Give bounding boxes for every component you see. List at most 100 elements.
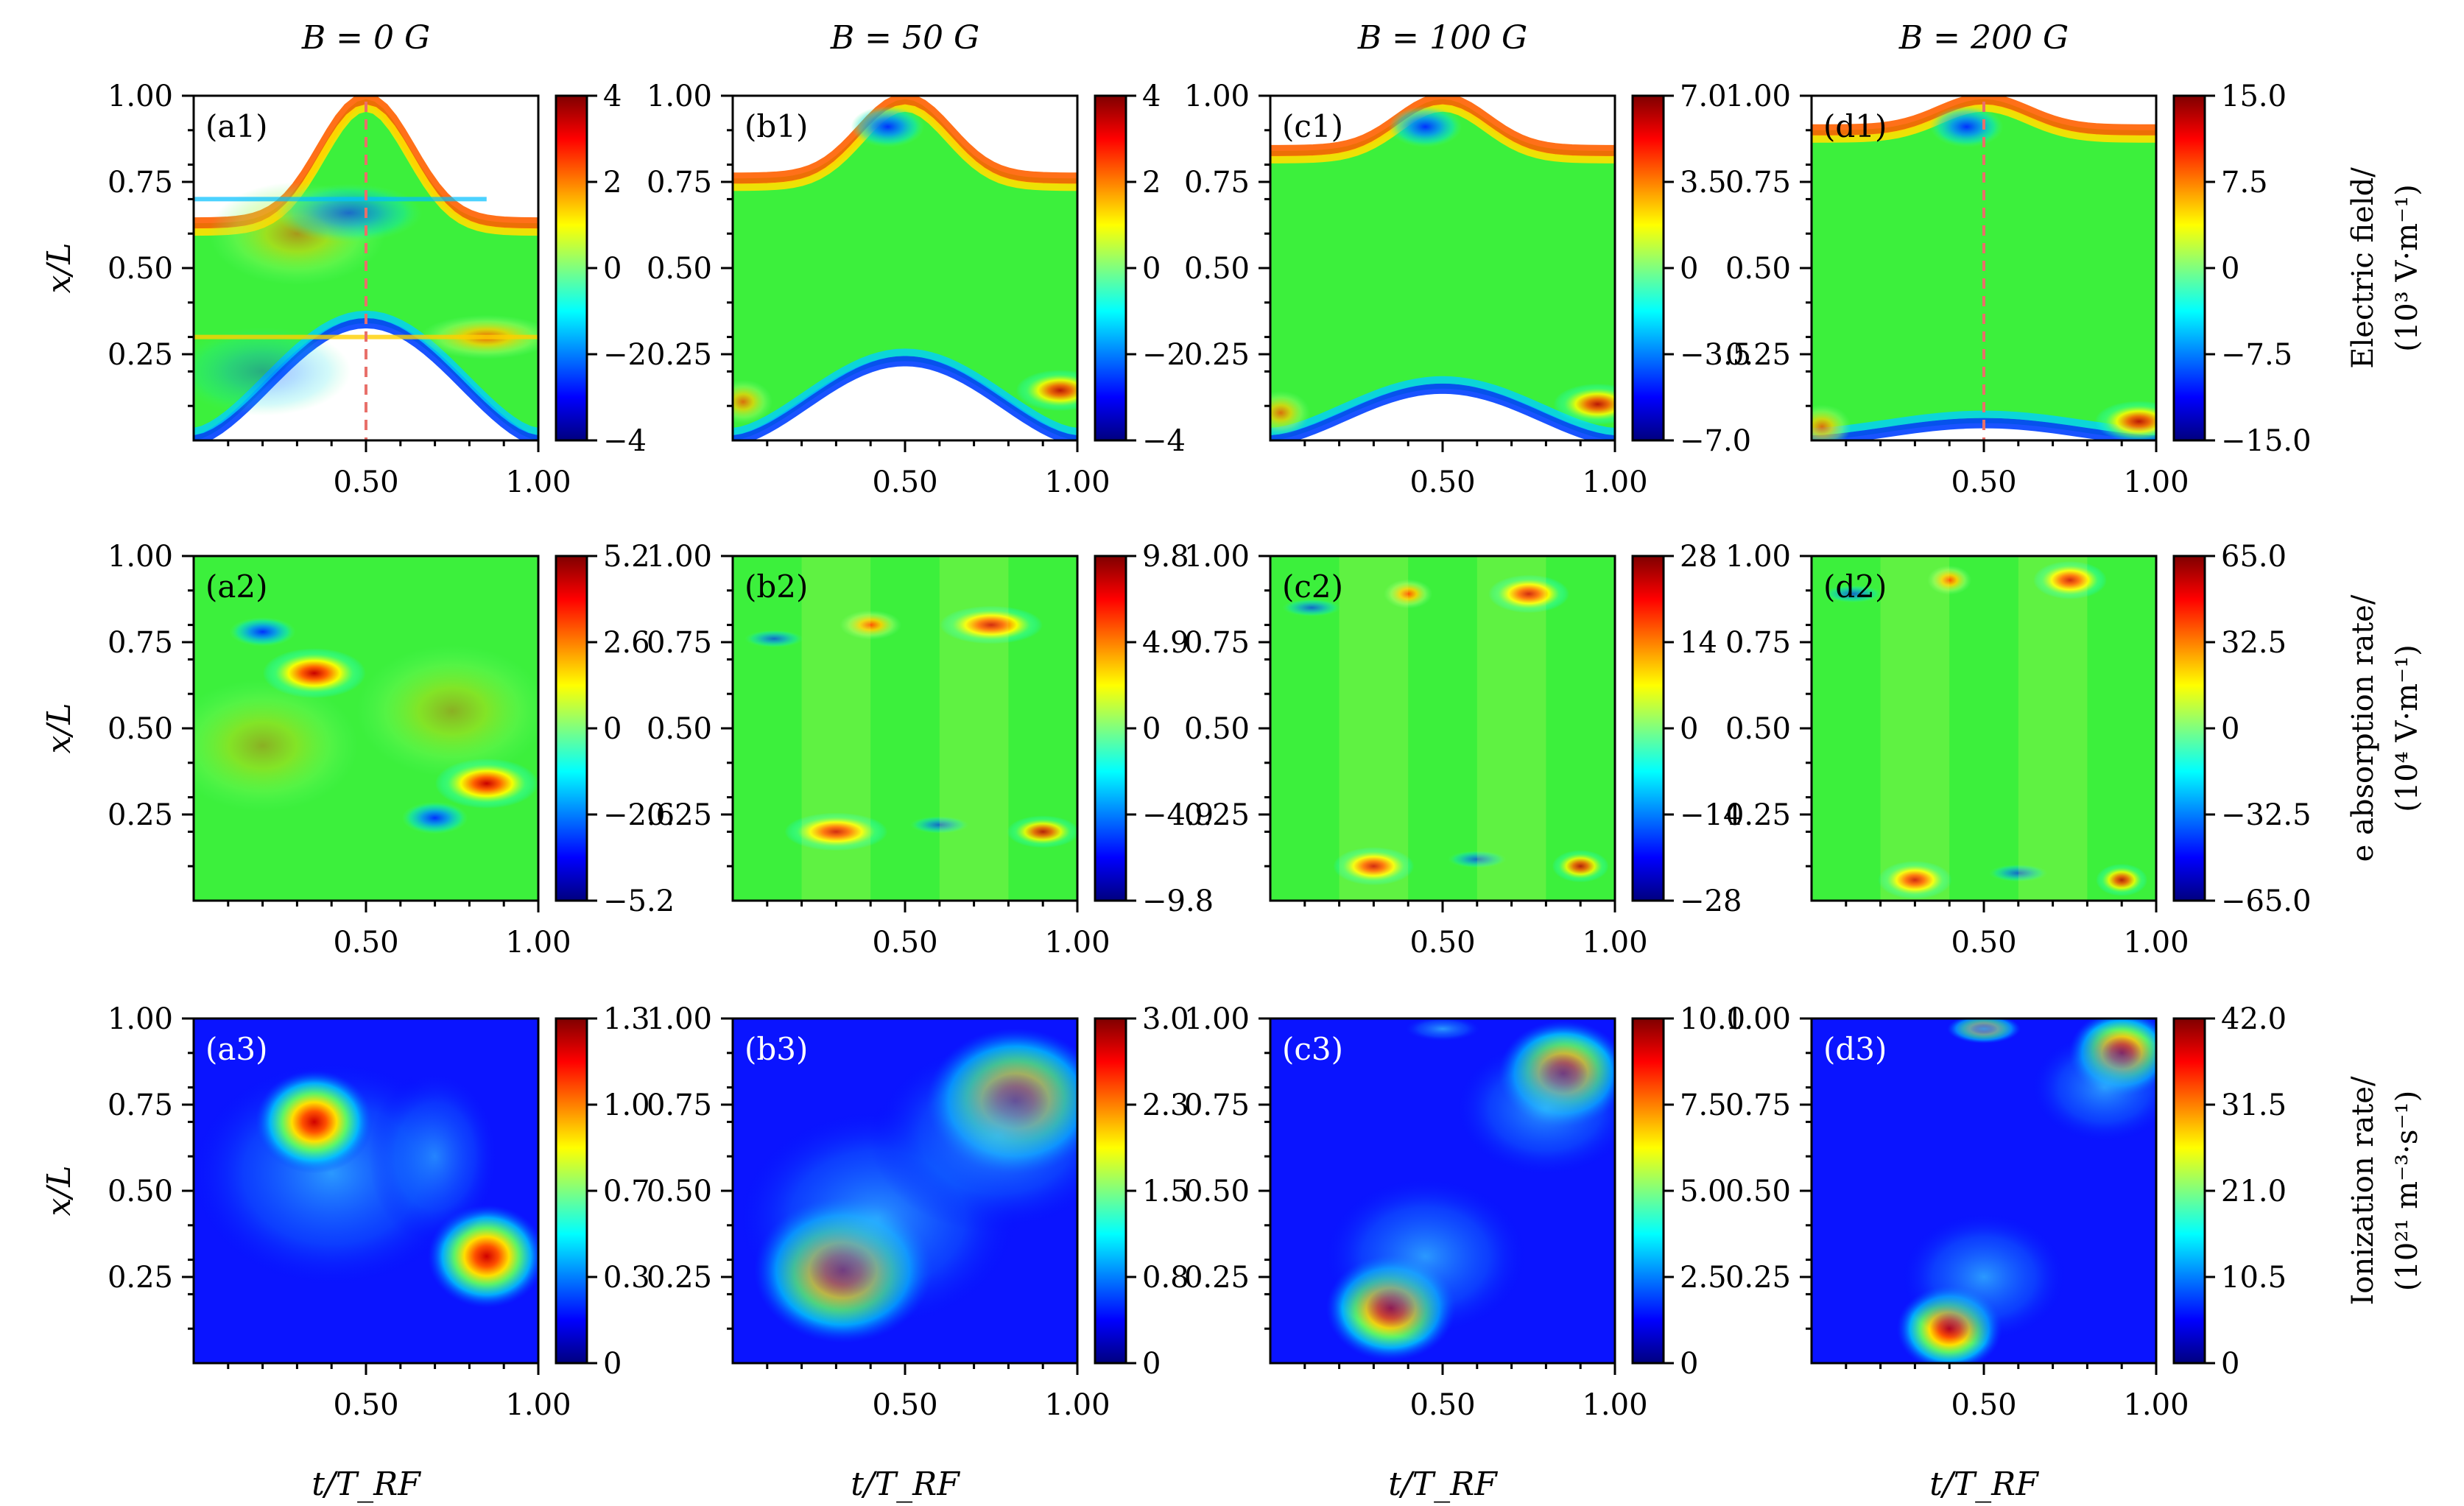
panel-tag: (c2) xyxy=(1282,569,1343,605)
field-feature xyxy=(275,183,423,243)
panel-a1: 0.50 1.00 0.25 0.50 0.75 1.00 (a1) 4 2 0 −2 −4 xyxy=(108,80,647,499)
colorbar xyxy=(555,555,588,902)
x-axis-label: t/T_RF xyxy=(851,1465,960,1503)
ionization-feature xyxy=(1319,1173,1532,1339)
sheath-edge-bottom-inner xyxy=(733,348,1077,435)
field-feature xyxy=(733,379,773,424)
y-tick-label: 0.75 xyxy=(1725,626,1791,660)
ionization-feature xyxy=(1898,1210,2070,1344)
y-tick-label: 0.50 xyxy=(1184,1175,1250,1208)
x-tick-label: 0.50 xyxy=(1951,926,2016,960)
panel-b1: 0.50 1.00 0.25 0.50 0.75 1.00 (b1) 4 2 0 −2 −4 xyxy=(647,80,1186,499)
panel-tag: (d1) xyxy=(1823,108,1887,144)
y-tick-label: 0.25 xyxy=(1184,798,1250,832)
absorption-feature xyxy=(940,605,1043,644)
colorbar-tick-label: 0 xyxy=(1680,252,1698,286)
y-tick-label: 0.50 xyxy=(108,252,173,286)
x-tick-label: 1.00 xyxy=(2123,926,2189,960)
field-feature xyxy=(1929,106,2004,148)
y-tick-label: 0.75 xyxy=(647,1088,712,1122)
colorbar-tick-label: 15.0 xyxy=(2221,80,2287,113)
colorbar-tick-label: 10.0 xyxy=(1680,1002,1745,1036)
panel-background xyxy=(733,556,1077,901)
y-tick-label: 1.00 xyxy=(1725,1002,1791,1036)
absorption-feature xyxy=(229,616,296,647)
y-tick-label: 0.75 xyxy=(108,166,173,200)
absorption-feature xyxy=(1476,556,1546,901)
colorbar-tick-label: 14 xyxy=(1680,626,1717,660)
panel-tag: (c3) xyxy=(1282,1031,1343,1067)
panel-tag: (b2) xyxy=(745,569,808,605)
y-tick-label: 0.25 xyxy=(108,798,173,832)
field-feature xyxy=(1553,383,1615,425)
colorbar-tick-label: 2 xyxy=(1142,166,1161,200)
panel-b3: 0.50 1.00 0.25 0.50 0.75 1.00 (b3) 3.0 2.3 1.5 0.8… xyxy=(647,1002,1189,1422)
x-axis-label: t/T_RF xyxy=(311,1465,421,1503)
colorbar-tick-label: 0.8 xyxy=(1142,1261,1189,1295)
sheath-edge-bottom-inner xyxy=(1270,376,1615,435)
x-tick-label: 0.50 xyxy=(1951,465,2016,499)
y-tick-label: 0.75 xyxy=(647,626,712,660)
ionization-feature xyxy=(1943,1018,2024,1043)
y-tick-label: 1.00 xyxy=(1184,80,1250,113)
heatmap-d1 xyxy=(1812,96,2156,440)
colorbar-tick-label: 0 xyxy=(2221,1347,2239,1381)
ionization-feature xyxy=(1402,1018,1483,1043)
colorbar xyxy=(2172,555,2206,902)
colorbar-tick-label: −28 xyxy=(1680,884,1742,918)
y-tick-label: 0.25 xyxy=(1184,1261,1250,1295)
colorbar-tick-label: −7.5 xyxy=(2221,338,2292,372)
x-tick-label: 1.00 xyxy=(1044,926,1110,960)
colorbar-tick-label: 2.5 xyxy=(1680,1261,1727,1295)
colorbar-tick-label: 3.0 xyxy=(1142,1002,1189,1036)
panel-tag: (b3) xyxy=(745,1031,808,1067)
heatmap-c3 xyxy=(1270,1018,1615,1363)
colorbar-tick-label: −9.8 xyxy=(1142,884,1214,918)
colorbar-tick-label: −7.0 xyxy=(1680,424,1751,458)
plasma-region xyxy=(733,99,1077,440)
absorption-feature xyxy=(1880,556,1950,901)
colorbar-tick-label: −2 xyxy=(1142,338,1186,372)
y-tick-label: 0.50 xyxy=(647,1175,712,1208)
panel-b2: 0.50 1.00 0.25 0.50 0.75 1.00 (b2) 9.8 4.9 0 −4.9 −… xyxy=(647,540,1214,960)
absorption-feature xyxy=(939,556,1009,901)
absorption-feature xyxy=(1823,585,1883,603)
colorbar-tick-label: −15.0 xyxy=(2221,424,2312,458)
absorption-feature xyxy=(401,801,468,834)
y-axis-label: x/L xyxy=(41,243,78,294)
panel-tag: (d2) xyxy=(1823,569,1887,605)
absorption-feature xyxy=(839,610,902,640)
colorbar-tick-label: 32.5 xyxy=(2221,626,2287,660)
y-tick-label: 1.00 xyxy=(108,80,173,113)
y-tick-label: 0.75 xyxy=(1184,1088,1250,1122)
panel-background xyxy=(1812,556,2156,901)
y-tick-label: 0.25 xyxy=(1184,338,1250,372)
absorption-feature xyxy=(2018,556,2088,901)
absorption-feature xyxy=(1333,847,1415,886)
column-title: B = 0 G xyxy=(301,19,430,57)
panel-d1: 0.50 1.00 0.25 0.50 0.75 1.00 (d1) 15.0 7.5 0 −7.5… xyxy=(1725,80,2312,499)
colorbar-tick-label: 7.0 xyxy=(1680,80,1727,113)
colorbar xyxy=(2172,94,2206,442)
absorption-feature xyxy=(1384,579,1433,609)
absorption-feature xyxy=(194,679,359,812)
colorbar-tick-label: 3.5 xyxy=(1680,166,1727,200)
colorbar-tick-label: 21.0 xyxy=(2221,1175,2287,1208)
panel-tag: (a3) xyxy=(205,1031,268,1067)
x-tick-label: 1.00 xyxy=(505,465,571,499)
colorbar-tick-label: 65.0 xyxy=(2221,540,2287,574)
colorbar xyxy=(1094,94,1127,442)
y-axis-label: x/L xyxy=(41,1166,78,1217)
colorbar-tick-label: 5.0 xyxy=(1680,1175,1727,1208)
y-tick-label: 1.00 xyxy=(647,80,712,113)
y-tick-label: 1.00 xyxy=(1184,540,1250,574)
panel-tag: (a2) xyxy=(205,569,268,605)
ionization-feature xyxy=(2027,1030,2156,1145)
colorbar xyxy=(555,1017,588,1365)
sheath-edge-bottom xyxy=(733,356,1077,440)
y-tick-label: 1.00 xyxy=(1725,540,1791,574)
absorption-feature xyxy=(1339,556,1409,901)
x-tick-label: 0.50 xyxy=(1409,926,1475,960)
absorption-feature xyxy=(909,816,969,834)
